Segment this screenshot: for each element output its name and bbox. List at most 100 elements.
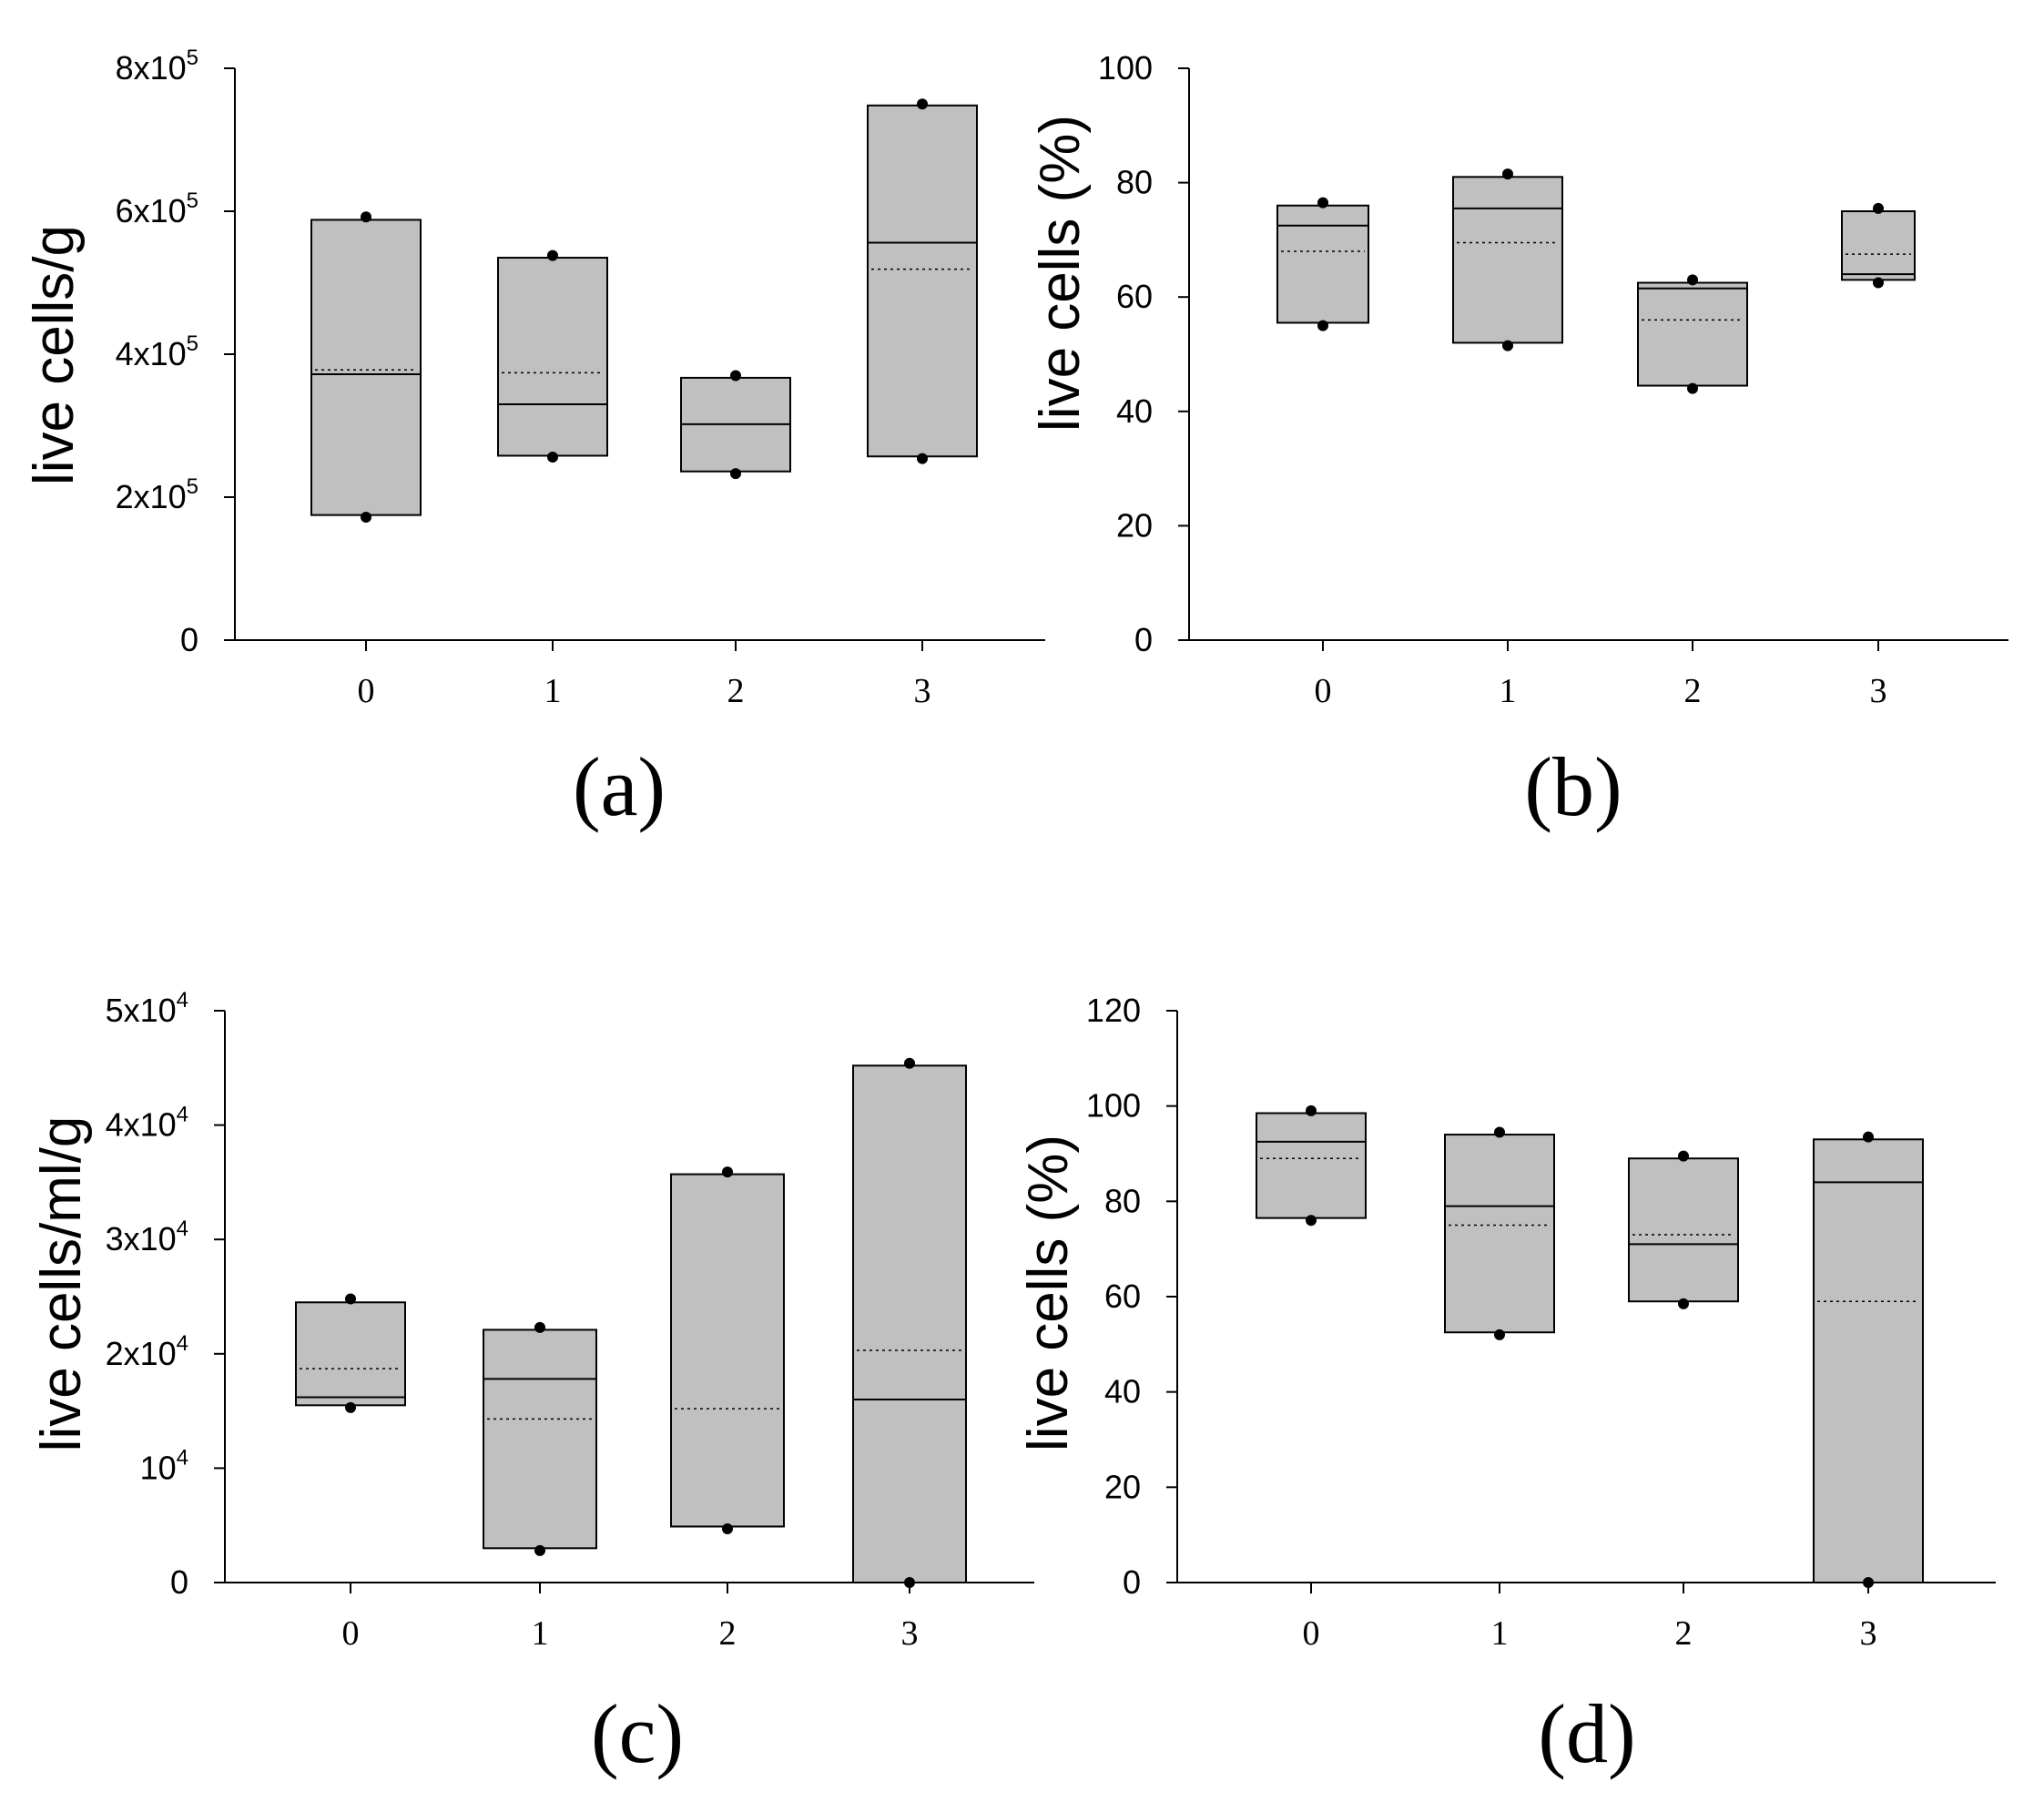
max-point (722, 1166, 733, 1178)
box-3 (867, 104, 978, 458)
min-point (534, 1544, 545, 1556)
x-tick-label: 1 (1491, 1614, 1509, 1653)
max-point (1306, 1105, 1317, 1116)
x-tick-label: 3 (914, 672, 931, 710)
box-3 (852, 1064, 967, 1583)
min-point (730, 468, 741, 480)
chart-panel-a: 0 2x105 4x105 6x105 8x105 0 1 2 3 live cells/g (a) (23, 46, 1045, 833)
chart-panel-b: 0 20 40 60 80 100 0 1 2 3 live cells (%) (b) (1029, 49, 2008, 833)
min-point (345, 1401, 356, 1413)
x-tick-label: 2 (719, 1614, 737, 1653)
y-tick-label: 60 (1104, 1278, 1141, 1315)
min-point (1687, 382, 1698, 394)
y-tick-label: 80 (1116, 164, 1153, 201)
min-point (1306, 1215, 1317, 1227)
box-3 (1813, 1138, 1924, 1584)
y-tick-label: 20 (1116, 506, 1153, 544)
box-1 (497, 257, 608, 457)
max-point (345, 1293, 356, 1305)
box-1 (483, 1328, 597, 1550)
max-point (1873, 202, 1884, 214)
min-point (722, 1522, 733, 1534)
y-tick-label: 40 (1104, 1373, 1141, 1410)
box-0 (295, 1301, 406, 1407)
min-point (917, 453, 928, 464)
x-tick-label: 3 (1860, 1614, 1877, 1653)
y-tick-label: 104 (140, 1445, 188, 1486)
x-tick-label: 0 (342, 1614, 360, 1653)
max-point (730, 370, 741, 382)
x-tick-label: 2 (1684, 672, 1702, 710)
x-tick-label: 1 (1500, 672, 1517, 710)
min-point (1502, 340, 1513, 351)
min-point (361, 511, 371, 523)
y-tick-label: 0 (170, 1563, 188, 1601)
y-tick-label: 120 (1086, 992, 1141, 1029)
box-1 (1444, 1134, 1555, 1334)
x-tick-label: 2 (727, 672, 745, 710)
y-tick-label: 6x105 (116, 188, 198, 229)
x-tick-label: 0 (1303, 1614, 1320, 1653)
y-tick-label: 4x105 (116, 331, 198, 372)
y-tick-label: 80 (1104, 1182, 1141, 1219)
y-tick-label: 20 (1104, 1468, 1141, 1505)
y-tick-label: 100 (1098, 49, 1153, 87)
max-point (1687, 274, 1698, 286)
y-tick-label: 4x104 (106, 1103, 188, 1144)
y-tick-label: 60 (1116, 278, 1153, 315)
y-axis-label: live cells/g (23, 225, 86, 485)
chart-panel-d: 0 20 40 60 80 100 120 0 1 2 3 live cells (%) (d) (1017, 992, 1996, 1780)
max-point (534, 1321, 545, 1333)
y-tick-label: 8x105 (116, 46, 198, 87)
x-tick-label: 3 (901, 1614, 919, 1653)
y-tick-label: 0 (180, 621, 198, 658)
x-tick-label: 1 (532, 1614, 549, 1653)
x-tick-label: 0 (1315, 672, 1332, 710)
y-tick-label: 3x104 (106, 1216, 188, 1257)
x-tick-label: 1 (544, 672, 562, 710)
min-point (1678, 1298, 1689, 1309)
max-point (1863, 1131, 1874, 1143)
max-point (904, 1057, 915, 1069)
panel-label: (b) (1524, 740, 1622, 833)
box-0 (310, 219, 422, 516)
x-tick-label: 0 (358, 672, 375, 710)
min-point (1873, 277, 1884, 289)
box-0 (1276, 204, 1369, 324)
min-point (547, 452, 558, 463)
x-tick-label: 3 (1870, 672, 1887, 710)
y-tick-label: 2x105 (116, 474, 198, 515)
x-tick-label: 2 (1675, 1614, 1693, 1653)
panel-label: (c) (591, 1687, 684, 1780)
y-tick-label: 0 (1134, 621, 1153, 658)
max-point (917, 98, 928, 110)
y-axis-label: live cells (%) (1029, 115, 1092, 432)
box-2 (670, 1173, 785, 1528)
y-tick-label: 0 (1123, 1563, 1141, 1601)
box-2 (1628, 1157, 1739, 1303)
y-tick-label: 40 (1116, 392, 1153, 430)
max-point (1317, 197, 1328, 209)
box-1 (1452, 176, 1563, 344)
max-point (1494, 1126, 1505, 1138)
y-axis-label: live cells (%) (1017, 1135, 1080, 1451)
box-0 (1256, 1112, 1367, 1219)
box-3 (1841, 210, 1916, 281)
y-tick-label: 2x104 (106, 1331, 188, 1372)
panel-label: (a) (573, 740, 666, 833)
box-2 (1637, 281, 1748, 387)
max-point (547, 249, 558, 261)
min-point (1863, 1577, 1874, 1588)
min-point (1317, 320, 1328, 331)
y-tick-label: 5x104 (106, 988, 188, 1029)
max-point (361, 211, 371, 223)
max-point (1502, 168, 1513, 180)
y-tick-label: 100 (1086, 1087, 1141, 1125)
min-point (1494, 1328, 1505, 1340)
panel-label: (d) (1538, 1687, 1635, 1780)
y-axis-label: live cells/ml/g (30, 1116, 93, 1452)
chart-panel-c: 0 104 2x104 3x104 4x104 5x104 0 1 2 3 live cells/m… (30, 988, 1034, 1780)
min-point (904, 1577, 915, 1588)
max-point (1678, 1150, 1689, 1162)
